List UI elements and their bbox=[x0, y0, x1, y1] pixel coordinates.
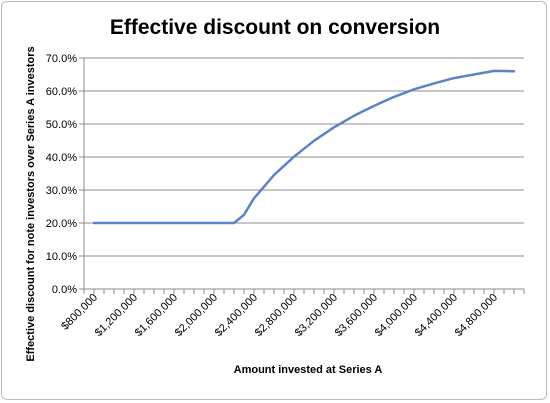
y-tick-label: 10.0% bbox=[46, 251, 77, 263]
y-tick-label: 50.0% bbox=[46, 119, 77, 131]
x-axis-ticks: $800,000$1,200,000$1,600,000$2,000,000$2… bbox=[59, 289, 525, 339]
chart-title: Effective discount on conversion bbox=[109, 16, 441, 39]
y-tick-label: 70.0% bbox=[46, 53, 77, 65]
series-line bbox=[92, 69, 516, 225]
y-tick-label: 0.0% bbox=[52, 284, 77, 296]
x-tick-label: $4,800,000 bbox=[453, 292, 500, 339]
x-tick-label: $800,000 bbox=[59, 292, 100, 333]
gridlines bbox=[84, 57, 524, 257]
y-axis-label: Effective discount for note investors ov… bbox=[25, 46, 37, 361]
y-axis-ticks: 0.0% 10.0% 20.0% 30.0% 40.0% 50.0% 60.0% 70.0% bbox=[46, 53, 84, 296]
y-tick-label: 20.0% bbox=[46, 218, 77, 230]
y-tick-label: 30.0% bbox=[46, 185, 77, 197]
x-axis-label: Amount invested at Series A bbox=[234, 364, 383, 376]
y-tick-label: 60.0% bbox=[46, 86, 77, 98]
y-tick-label: 40.0% bbox=[46, 152, 77, 164]
